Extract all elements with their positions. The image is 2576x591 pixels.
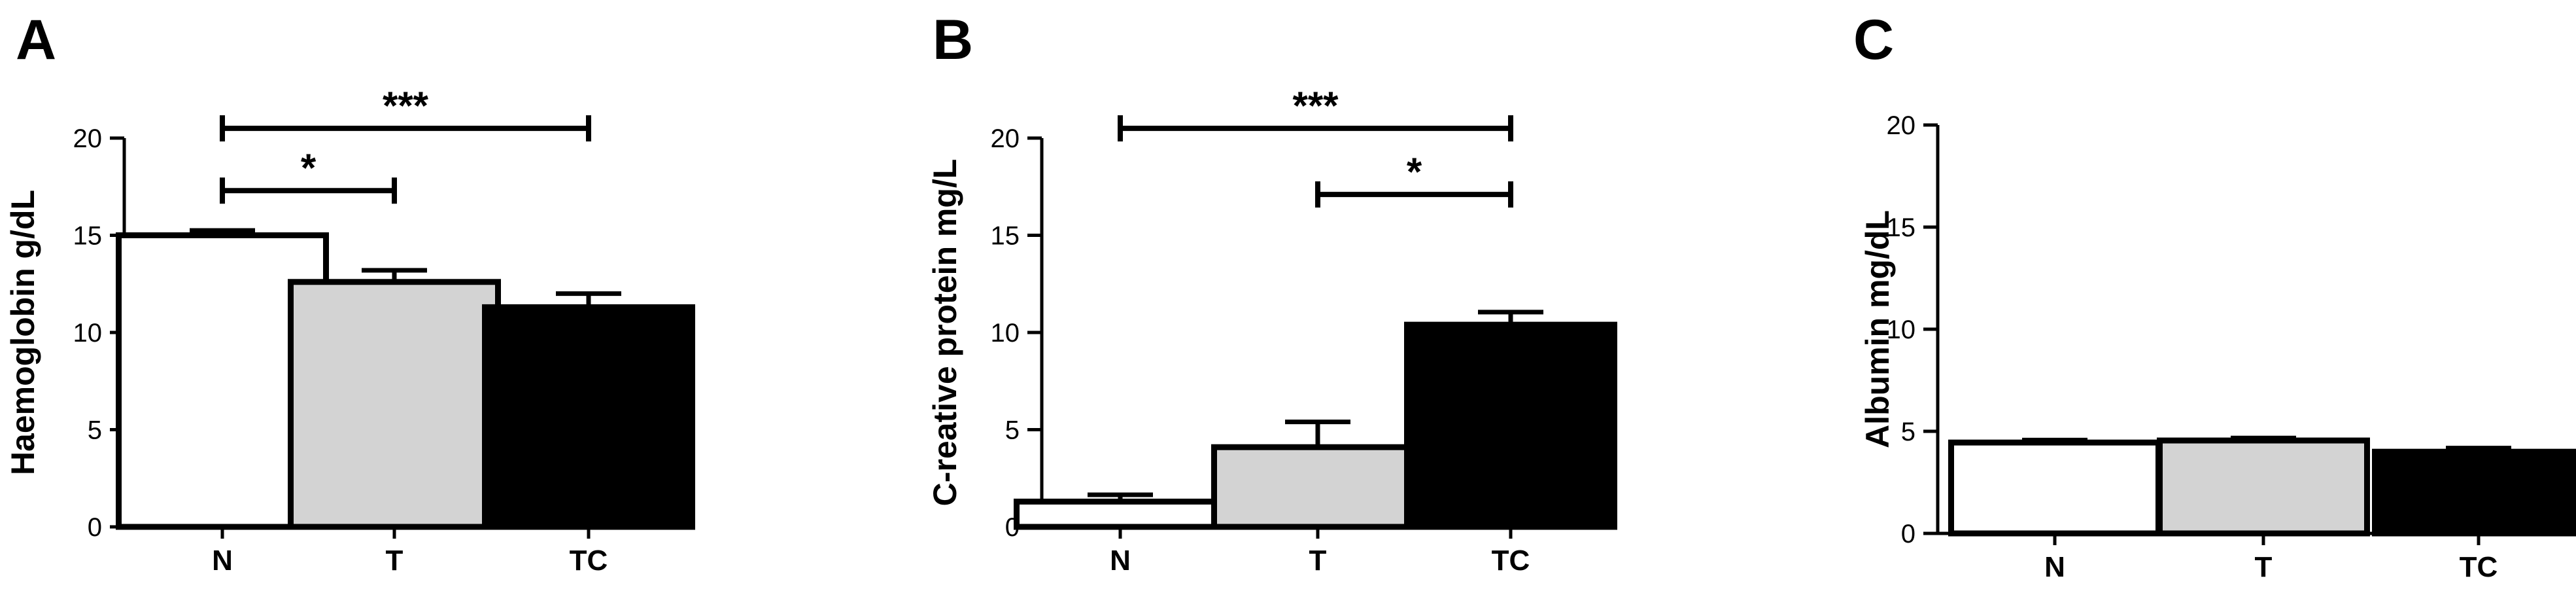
y-tick-label: 10 (73, 319, 103, 348)
bar-t (288, 279, 501, 530)
y-tick-label: 0 (88, 513, 102, 542)
bar-n (1948, 439, 2161, 537)
y-tick-label: 5 (1901, 418, 1915, 446)
bar-tc (482, 304, 695, 530)
y-tick-label: 15 (991, 222, 1020, 251)
panel-letter: A (16, 9, 56, 71)
y-axis-title: Haemoglobin g/dL (5, 190, 41, 475)
y-axis-title: C-reative protein mg/L (927, 159, 963, 507)
x-tick-label: N (212, 545, 233, 577)
x-tick-label: TC (2460, 551, 2498, 583)
y-axis-title: Albumin mg/dL (1859, 210, 1896, 448)
panel-c: C Albumin mg/dL 0 5 10 15 20 N T TC (1853, 9, 2576, 583)
bar-t (2157, 437, 2370, 537)
y-tick-label: 15 (73, 222, 103, 251)
y-tick-label: 5 (1005, 416, 1020, 445)
y-tick-label: 20 (991, 124, 1020, 153)
panel-letter: C (1853, 9, 1894, 71)
x-tick-label: TC (570, 545, 608, 577)
bar-n (1014, 498, 1227, 530)
significance-label: *** (1292, 84, 1339, 128)
x-tick-label: N (2044, 551, 2065, 583)
y-tick-label: 5 (88, 416, 102, 445)
significance-label: *** (383, 84, 429, 128)
significance-label: * (1407, 150, 1422, 194)
y-tick-label: 10 (991, 319, 1020, 348)
bar-tc (2372, 448, 2576, 537)
bar-tc (1404, 321, 1617, 530)
x-tick-label: N (1110, 545, 1131, 577)
x-tick-label: T (2255, 551, 2273, 583)
x-tick-label: T (1309, 545, 1327, 577)
bar-t (1211, 444, 1424, 530)
x-tick-label: T (386, 545, 404, 577)
y-tick-label: 10 (1887, 315, 1916, 344)
y-tick-label: 20 (73, 124, 103, 153)
x-tick-label: TC (1492, 545, 1530, 577)
panel-letter: B (933, 9, 973, 71)
significance-label: * (301, 146, 317, 190)
y-tick-label: 20 (1887, 111, 1916, 140)
y-tick-label: 15 (1887, 213, 1916, 242)
y-tick-label: 0 (1901, 520, 1915, 548)
